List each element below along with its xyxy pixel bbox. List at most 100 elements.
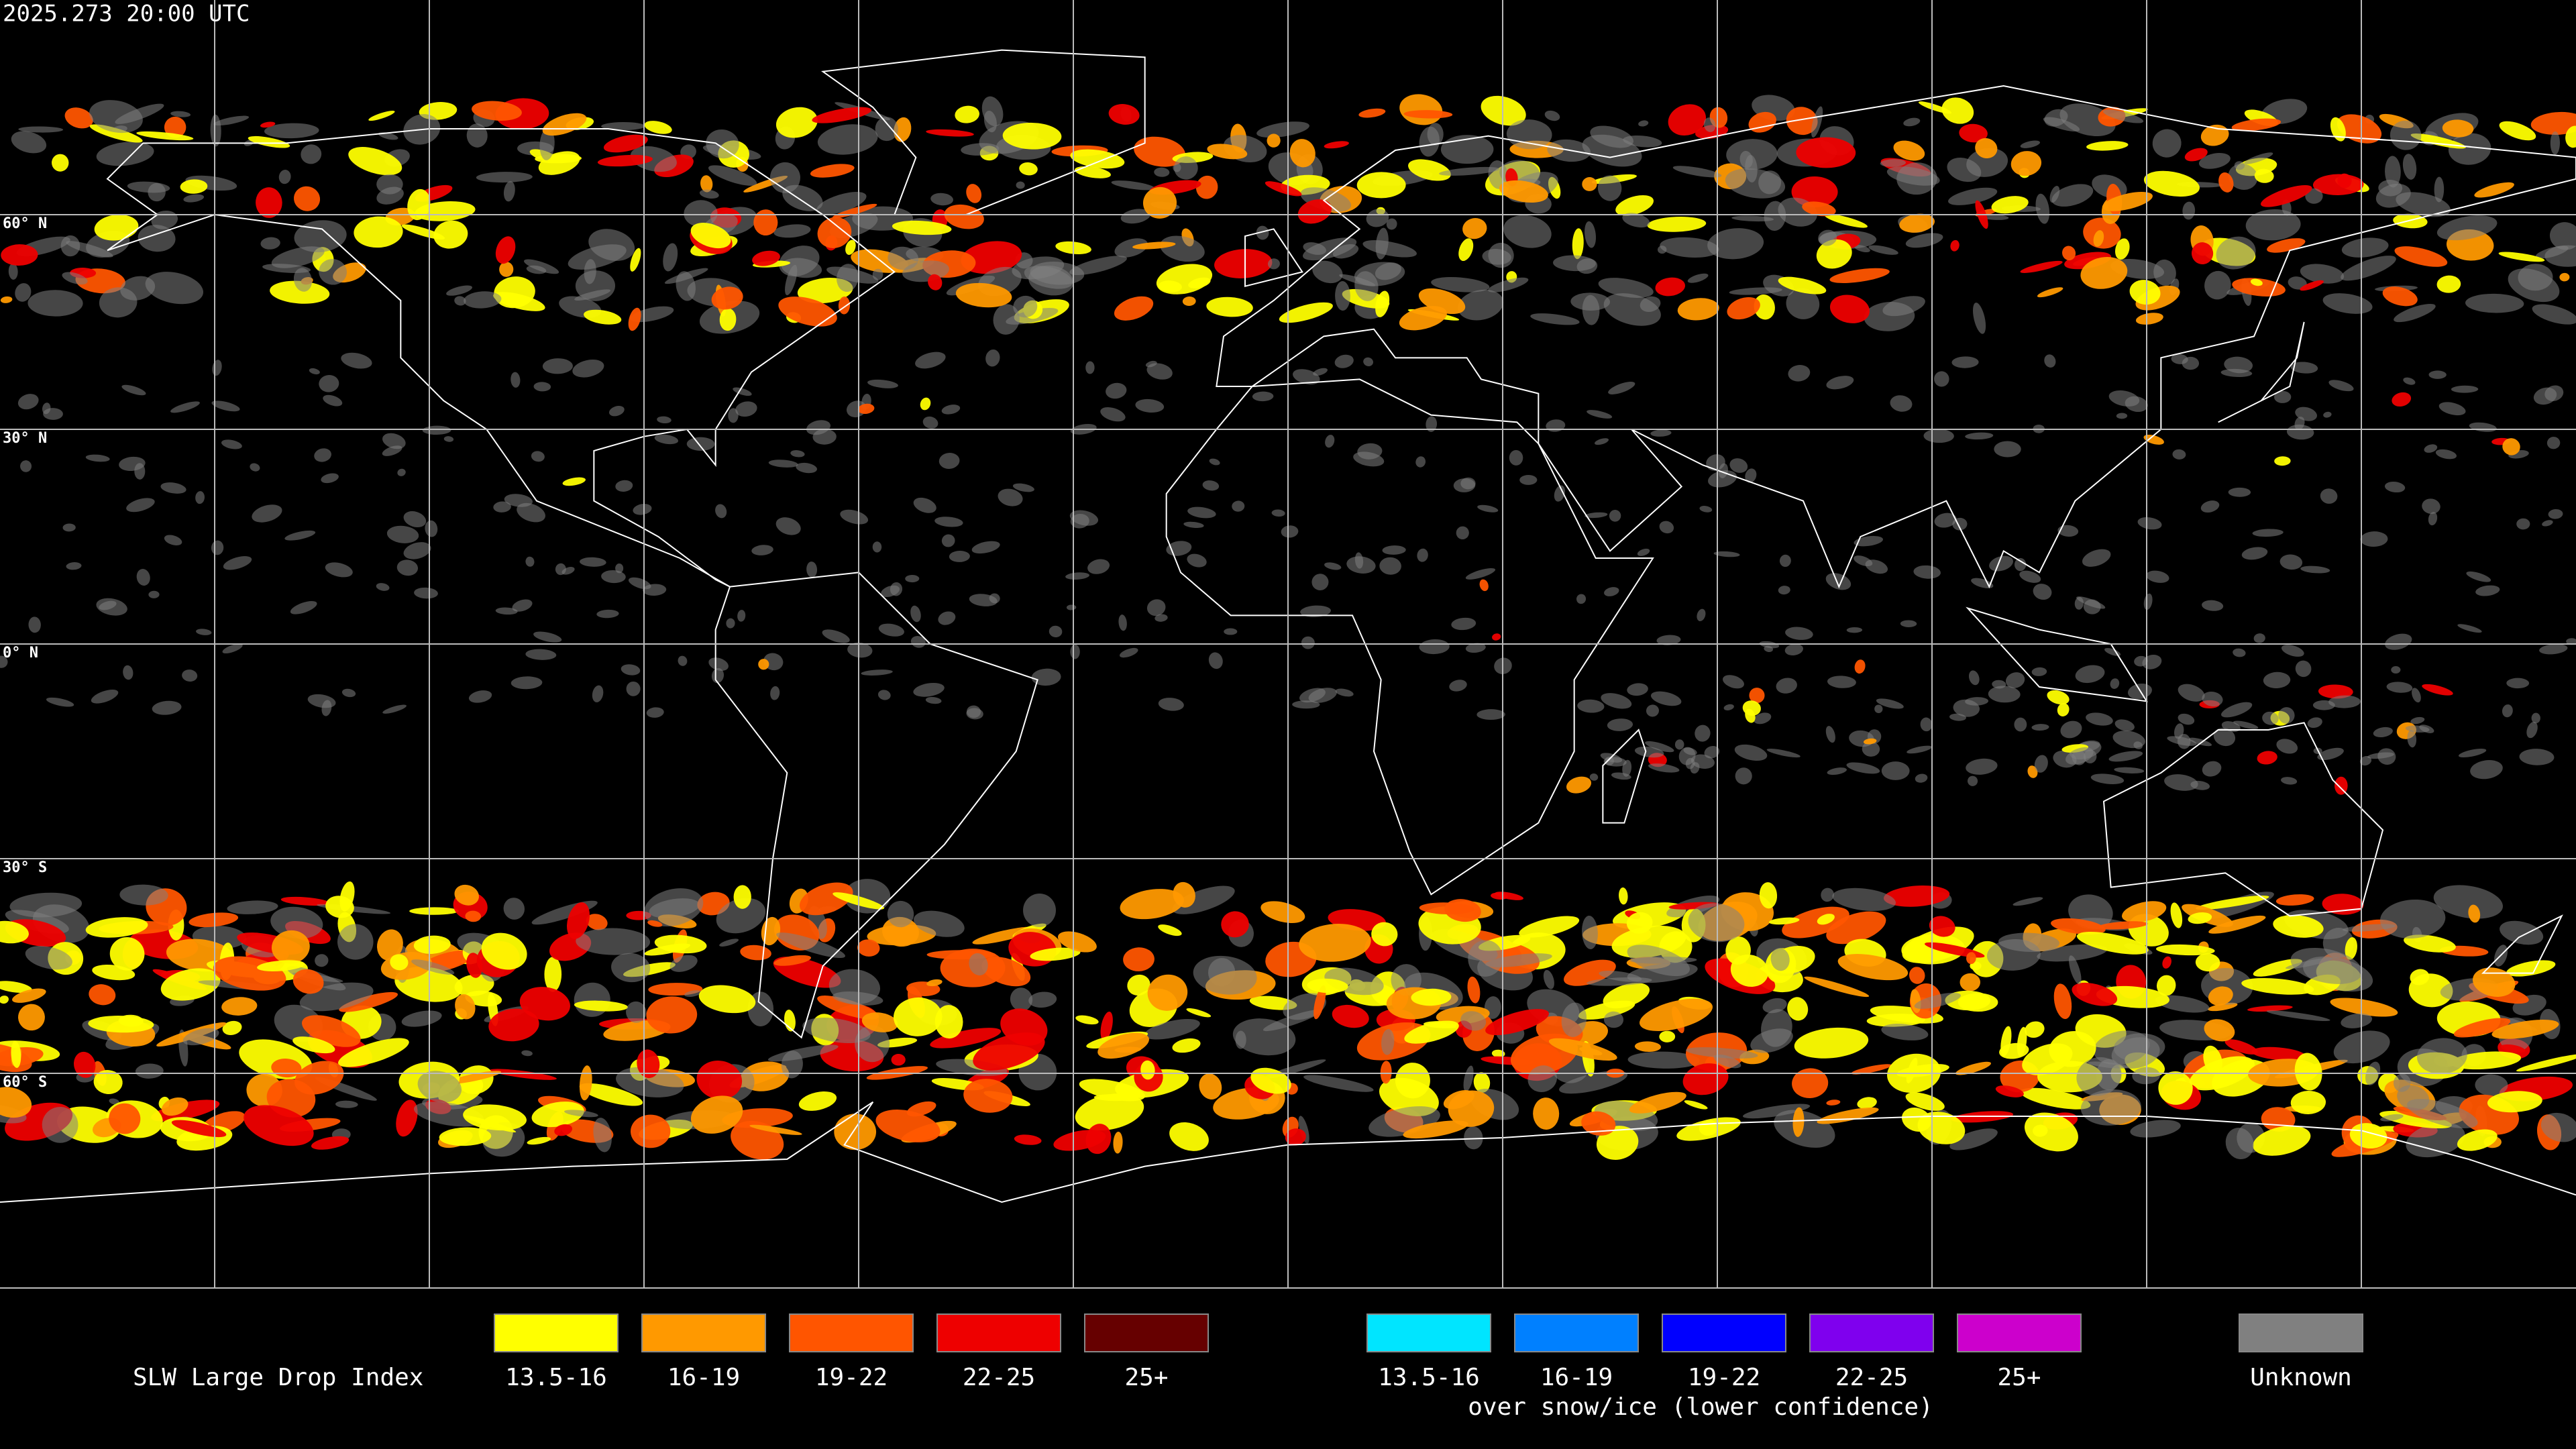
cloud-patch [1426, 416, 1438, 432]
cloud-patch [1458, 289, 1504, 321]
cloud-patch [1947, 157, 1982, 182]
cloud-patch [93, 1070, 123, 1095]
cloud-patch [8, 263, 18, 280]
cloud-patch [1951, 356, 1979, 368]
legend-label: 16-19 [1540, 1364, 1613, 1391]
cloud-patch [637, 1049, 660, 1079]
cloud-patch [1866, 1014, 1926, 1027]
cloud-patch [148, 590, 160, 598]
cloud-patch [1704, 745, 1720, 759]
cloud-patch [993, 304, 1020, 335]
cloud-patch [417, 1071, 462, 1103]
cloud-patch [2475, 585, 2500, 596]
cloud-patch [1012, 256, 1065, 280]
cloud-patch [596, 609, 619, 619]
cloud-patch [1519, 474, 1538, 485]
cloud-patch [1788, 364, 1811, 382]
cloud-patch [2290, 1091, 2326, 1115]
cloud-patch [1686, 1047, 1758, 1059]
cloud-patch [752, 250, 780, 266]
cloud-patch [15, 283, 32, 302]
cloud-patch [490, 1069, 557, 1080]
cloud-patch [1010, 987, 1033, 1012]
cloud-patch [1723, 675, 1744, 689]
cloud-patch [119, 456, 146, 472]
cloud-patch [1597, 175, 1622, 201]
cloud-patch [592, 685, 604, 702]
cloud-patch [1734, 744, 1768, 761]
cloud-patch [782, 184, 823, 211]
cloud-patch [847, 642, 873, 658]
cloud-patch [2506, 960, 2556, 977]
cloud-patch [2114, 719, 2135, 731]
cloud-patch [817, 996, 879, 1020]
cloud-patch [1324, 141, 1349, 149]
cloud-patch [2111, 1037, 2160, 1069]
latitude-label: 60° N [3, 215, 47, 232]
cloud-patch [542, 358, 573, 374]
cloud-patch [572, 359, 604, 378]
cloud-patch [579, 1083, 643, 1106]
cloud-patch [926, 129, 974, 137]
cloud-patch [1065, 572, 1089, 580]
cloud-patch [1353, 451, 1385, 467]
cloud-patch [46, 697, 74, 707]
cloud-patch [182, 1028, 219, 1046]
cloud-patch [1742, 1104, 1811, 1119]
timestamp: 2025.273 20:00 UTC [3, 1, 250, 28]
cloud-patch [2014, 557, 2027, 572]
cloud-patch [2453, 1018, 2511, 1038]
cloud-patch [2245, 209, 2301, 241]
cloud-patch [1655, 277, 1686, 297]
cloud-patch [2225, 1128, 2254, 1160]
cloud-patch [834, 1114, 877, 1150]
cloud-patch [1991, 196, 2029, 214]
cloud-patch [1127, 974, 1150, 996]
cloud-patch [1070, 149, 1125, 169]
cloud-patch [1827, 767, 1847, 775]
cloud-patch [1431, 277, 1490, 292]
cloud-patch [1896, 162, 1937, 195]
cloud-patch [523, 259, 559, 274]
cloud-patch [2262, 711, 2279, 725]
cloud-patch [1745, 708, 1756, 723]
cloud-patch [1097, 1032, 1149, 1059]
cloud-patch [1640, 998, 1713, 1032]
cloud-patch [1634, 746, 1664, 758]
cloud-patch [1408, 159, 1451, 181]
cloud-patch [1174, 156, 1198, 180]
cloud-patch [1909, 967, 1925, 984]
cloud-patch [1289, 139, 1316, 168]
cloud-patch [290, 600, 317, 614]
cloud-patch [971, 541, 1000, 554]
legend-swatch [2239, 1313, 2363, 1352]
cloud-patch [1016, 181, 1025, 189]
cloud-patch [260, 121, 276, 128]
cloud-patch [1155, 614, 1168, 622]
cloud-patch [1648, 763, 1680, 773]
cloud-patch [2208, 986, 2233, 1006]
cloud-patch [2533, 387, 2557, 405]
cloud-patch [781, 1051, 803, 1079]
cloud-patch [1906, 1057, 1918, 1083]
cloud-patch [1699, 506, 1713, 513]
cloud-patch [644, 121, 672, 134]
cloud-patch [2024, 1112, 2078, 1152]
cloud-patch [1561, 1002, 1587, 1037]
cloud-patch [2233, 720, 2259, 729]
cloud-patch [2330, 998, 2398, 1017]
cloud-patch [726, 618, 735, 629]
cloud-patch [626, 1001, 647, 1023]
cloud-patch [2129, 280, 2161, 305]
cloud-patch [857, 939, 880, 957]
cloud-patch [2385, 156, 2401, 188]
cloud-patch [1114, 296, 1154, 321]
cloud-patch [1265, 181, 1302, 197]
cloud-patch [315, 954, 329, 967]
cloud-patch [891, 1053, 906, 1066]
cloud-patch [1172, 1038, 1201, 1053]
cloud-patch [0, 981, 32, 994]
cloud-patch [1726, 139, 1778, 170]
cloud-patch [1687, 273, 1709, 283]
cloud-patch [1762, 998, 1787, 1014]
